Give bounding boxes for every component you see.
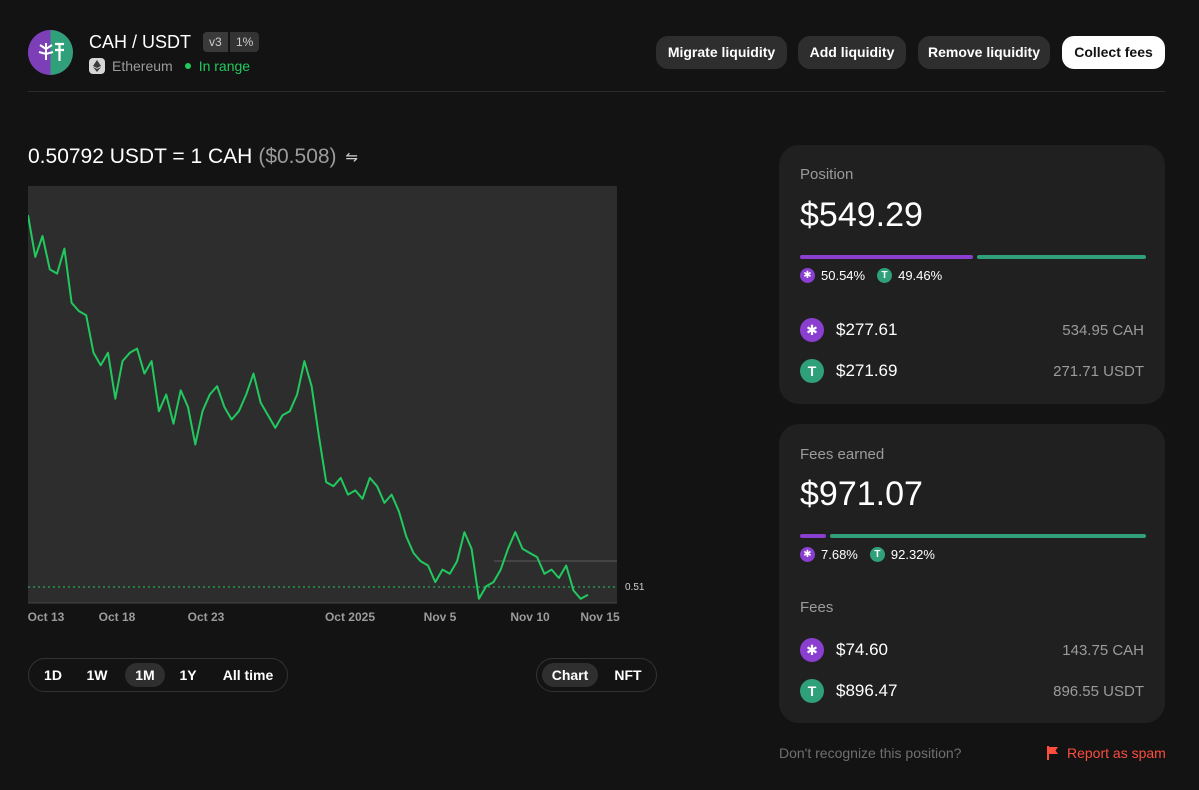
fees-cah-pct: 7.68% bbox=[821, 547, 858, 562]
view-selector: Chart NFT bbox=[536, 658, 657, 692]
fees-cah-usd: $74.60 bbox=[836, 640, 888, 659]
position-usdt-row: T $271.69 271.71 USDT bbox=[800, 359, 1144, 383]
price-chart[interactable]: 0.51 Oct 13 Oct 18 Oct 23 Oct 2025 Nov 5 Nov … bbox=[28, 186, 648, 626]
price-usd: ($0.508) bbox=[258, 145, 337, 168]
fees-usdt-usd: $896.47 bbox=[836, 681, 898, 700]
period-1m-button[interactable]: 1M bbox=[125, 663, 165, 687]
period-all-time-button[interactable]: All time bbox=[222, 667, 274, 683]
chain-status-row: Ethereum In range bbox=[89, 57, 250, 75]
x-tick-label: Oct 2025 bbox=[325, 610, 375, 624]
position-card: Position $549.29 ✱ 50.54% T 49.46% ✱ $27… bbox=[779, 145, 1165, 404]
x-tick-label: Nov 5 bbox=[424, 610, 457, 624]
usdt-token-icon: T bbox=[869, 547, 885, 562]
range-status: In range bbox=[198, 58, 251, 74]
cah-token-icon: ✱ bbox=[800, 268, 815, 283]
x-tick-label: Oct 18 bbox=[99, 610, 136, 624]
position-cah-pct: 50.54% bbox=[821, 268, 866, 283]
fees-earned-value: $971.07 bbox=[800, 475, 923, 513]
position-cah-bar bbox=[800, 255, 973, 259]
position-label: Position bbox=[800, 166, 854, 183]
nft-view-button[interactable]: NFT bbox=[614, 667, 642, 683]
report-spam-label: Report as spam bbox=[1067, 745, 1166, 761]
cah-token-icon: ✱ bbox=[800, 547, 815, 562]
position-header: CAH / USDT v3 1% Ethereum In range Migra… bbox=[28, 28, 1165, 92]
ethereum-icon bbox=[89, 58, 105, 74]
x-tick-label: Oct 23 bbox=[188, 610, 225, 624]
fees-usdt-row: T $896.47 896.55 USDT bbox=[800, 679, 1144, 703]
period-selector: 1D 1W 1M 1Y All time bbox=[28, 658, 288, 692]
fees-earned-label: Fees earned bbox=[800, 446, 885, 463]
chart-view-button[interactable]: Chart bbox=[542, 663, 598, 687]
chart-background bbox=[28, 186, 617, 603]
period-1w-button[interactable]: 1W bbox=[86, 667, 108, 683]
position-cah-usd: $277.61 bbox=[836, 320, 898, 339]
period-1y-button[interactable]: 1Y bbox=[179, 667, 197, 683]
x-tick-label: Oct 13 bbox=[28, 610, 65, 624]
chain-name: Ethereum bbox=[112, 58, 173, 74]
version-badge: v3 bbox=[203, 32, 228, 52]
swap-arrows-icon[interactable]: ⇋ bbox=[345, 149, 359, 166]
remove-liquidity-button[interactable]: Remove liquidity bbox=[918, 36, 1050, 69]
flag-icon bbox=[1047, 746, 1059, 760]
usdt-token-icon: T bbox=[800, 679, 824, 703]
position-usdt-bar bbox=[976, 255, 1146, 259]
price-series-line bbox=[28, 215, 589, 600]
add-liquidity-button[interactable]: Add liquidity bbox=[798, 36, 906, 69]
price-line: 0.50792 USDT = 1 CAH ($0.508) ⇋ bbox=[28, 145, 358, 169]
position-usdt-amount: 271.71 USDT bbox=[1053, 362, 1144, 380]
position-usdt-usd: $271.69 bbox=[836, 361, 898, 380]
cah-token-icon: ✱ bbox=[800, 318, 824, 342]
price-rate: 0.50792 USDT = 1 CAH bbox=[28, 145, 253, 168]
fees-cah-amount: 143.75 CAH bbox=[1062, 641, 1144, 659]
position-usdt-pct: 49.46% bbox=[898, 268, 943, 283]
fees-usdt-amount: 896.55 USDT bbox=[1053, 682, 1144, 700]
x-tick-label: Nov 10 bbox=[510, 610, 550, 624]
price-marker-label: 0.51 bbox=[625, 582, 645, 593]
fees-split-row: ✱ 7.68% T 92.32% bbox=[800, 547, 935, 562]
fees-cah-row: ✱ $74.60 143.75 CAH bbox=[800, 638, 1144, 662]
in-range-dot-icon bbox=[184, 63, 191, 69]
position-split-row: ✱ 50.54% T 49.46% bbox=[800, 268, 942, 283]
collect-fees-button[interactable]: Collect fees bbox=[1062, 36, 1165, 69]
cah-token-icon: ✱ bbox=[800, 638, 824, 662]
fees-usdt-pct: 92.32% bbox=[890, 547, 935, 562]
usdt-token-icon: T bbox=[800, 359, 824, 383]
fees-cah-bar bbox=[800, 534, 827, 538]
fees-usdt-bar bbox=[830, 534, 1146, 538]
fees-earned-card: Fees earned $971.07 ✱ 7.68% T 92.32% Fee… bbox=[779, 424, 1165, 723]
unrecognized-position-text: Don't recognize this position? bbox=[779, 745, 962, 761]
position-value: $549.29 bbox=[800, 196, 923, 234]
report-spam-link[interactable]: Report as spam bbox=[1047, 745, 1166, 761]
x-tick-label: Nov 15 bbox=[580, 610, 620, 624]
cah-usdt-pair-logo bbox=[28, 30, 73, 75]
pair-title: CAH / USDT bbox=[89, 32, 192, 52]
period-1d-button[interactable]: 1D bbox=[44, 667, 62, 683]
usdt-token-icon: T bbox=[877, 268, 893, 283]
position-cah-amount: 534.95 CAH bbox=[1062, 321, 1144, 339]
fees-section-label: Fees bbox=[800, 599, 834, 616]
migrate-liquidity-button[interactable]: Migrate liquidity bbox=[656, 36, 787, 69]
fee-tier-badge: 1% bbox=[230, 32, 260, 52]
position-cah-row: ✱ $277.61 534.95 CAH bbox=[800, 318, 1144, 342]
